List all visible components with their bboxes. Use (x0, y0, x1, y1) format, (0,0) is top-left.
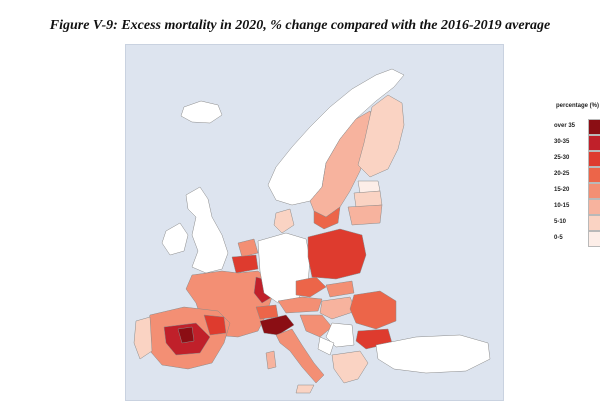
region-italy-north (259, 314, 295, 336)
figure-title: Figure V-9: Excess mortality in 2020, % … (49, 18, 551, 33)
legend-label: 10-15 (554, 203, 570, 209)
region-belgium (231, 254, 259, 274)
legend-row: 25-30 (544, 151, 600, 167)
legend-swatch (588, 215, 600, 231)
region-bosnia (317, 336, 335, 356)
region-sweden-south (313, 206, 341, 230)
legend-row: 15-20 (544, 183, 600, 199)
region-madrid (177, 326, 195, 344)
region-poland (307, 228, 367, 280)
legend-row: 10-15 (544, 199, 600, 215)
region-netherlands (237, 238, 259, 258)
legend-row: 5-10 (544, 215, 600, 231)
legend-label: 20-25 (554, 171, 570, 177)
legend-label: 0-5 (554, 235, 563, 241)
region-lithuania (347, 204, 383, 226)
legend-row: 30-35 (544, 135, 600, 151)
region-croatia (299, 314, 333, 338)
region-latvia (353, 190, 383, 208)
legend-swatch (588, 119, 600, 135)
region-turkey (375, 334, 491, 374)
legend-row: 20-25 (544, 167, 600, 183)
region-serbia (325, 322, 355, 348)
region-catalonia (203, 314, 227, 336)
region-finland (357, 94, 405, 178)
region-greece (331, 350, 369, 384)
region-uk (185, 186, 229, 274)
region-denmark (273, 208, 295, 234)
region-iceland (180, 100, 223, 124)
legend-row: over 35 (544, 119, 600, 135)
europe-map (133, 68, 491, 394)
legend-label: 30-35 (554, 139, 570, 145)
legend-row: 0-5 (544, 231, 600, 247)
region-ireland (161, 222, 189, 256)
region-hungary (319, 296, 357, 320)
region-slovakia (325, 280, 355, 298)
legend-swatch (588, 183, 600, 199)
region-czechia (295, 276, 327, 298)
region-portugal (133, 316, 153, 360)
legend-swatch (588, 199, 600, 215)
legend-swatch (588, 167, 600, 183)
legend-title: percentage (%) (556, 103, 600, 109)
legend-label: 25-30 (554, 155, 570, 161)
map-frame: percentage (%) over 35 30-35 25-30 20-25 15-… (125, 44, 600, 401)
legend-swatch (588, 151, 600, 167)
legend-label: 5-10 (554, 219, 567, 225)
region-italy (275, 328, 325, 384)
region-switzerland (255, 304, 279, 320)
legend-label: over 35 (554, 123, 576, 129)
region-austria (277, 296, 323, 314)
legend-swatch (588, 135, 600, 151)
legend-swatch (588, 231, 600, 247)
legend-label: 15-20 (554, 187, 570, 193)
region-sardinia (265, 350, 277, 370)
region-sicily (295, 384, 315, 394)
region-romania (349, 290, 397, 330)
